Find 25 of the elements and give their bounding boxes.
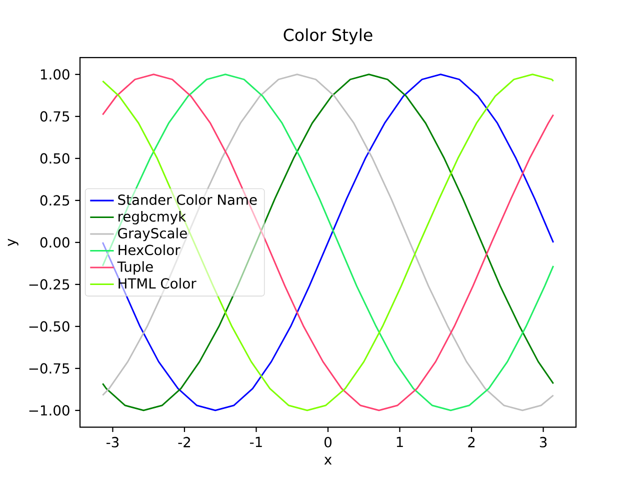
legend-label: HTML Color	[118, 278, 196, 289]
y-tick-label: −1.00	[29, 405, 70, 416]
y-tick-label: −0.50	[29, 321, 70, 332]
legend-label: regbcmyk	[118, 210, 186, 224]
legend-label: HexColor	[118, 244, 180, 256]
legend-label: Tuple	[117, 261, 153, 275]
x-tick-label: -2	[178, 436, 190, 448]
x-tick-label: 1	[396, 436, 403, 448]
x-tick-label: -1	[250, 436, 262, 448]
y-tick-label: 1.00	[40, 69, 70, 80]
y-axis-title: y	[8, 238, 18, 246]
x-axis-title: x	[324, 456, 332, 464]
x-tick-label: 2	[468, 436, 475, 448]
legend-label: Stander Color Name	[118, 194, 257, 205]
chart-title: Color Style	[284, 28, 372, 44]
y-tick-label: 0.25	[40, 195, 70, 206]
x-tick-label: -3	[106, 436, 119, 448]
x-tick-label: 0	[324, 436, 332, 448]
y-tick-label: 0.00	[40, 237, 70, 248]
legend-label: GrayScale	[118, 228, 187, 242]
y-tick-label: −0.75	[29, 363, 70, 374]
x-tick-label: 3	[540, 436, 547, 448]
y-tick-label: 0.75	[40, 111, 70, 122]
y-tick-label: −0.25	[29, 279, 70, 290]
y-tick-label: 0.50	[40, 153, 70, 164]
